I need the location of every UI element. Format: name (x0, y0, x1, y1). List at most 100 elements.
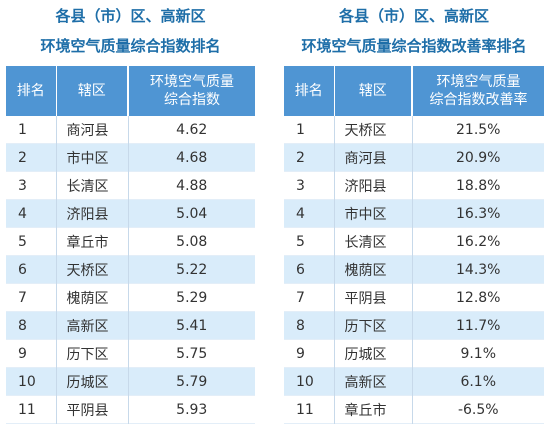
value-cell: 6.1% (412, 367, 544, 396)
district-cell: 市中区 (56, 143, 129, 172)
district-cell: 商河县 (334, 143, 413, 172)
rank-cell: 4 (6, 199, 57, 228)
rank-cell: 4 (284, 199, 335, 228)
district-cell: 平阴县 (334, 283, 413, 312)
district-cell: 历城区 (334, 339, 413, 368)
left-title-line2: 环境空气质量综合指数排名 (40, 37, 221, 55)
table-row: 7 槐荫区 5.29 (6, 283, 255, 312)
rank-cell: 6 (6, 255, 57, 284)
header-value-line1: 环境空气质量 (436, 74, 521, 90)
rank-cell: 9 (6, 339, 57, 368)
rank-cell: 8 (284, 311, 335, 340)
table-row: 9 历下区 5.75 (6, 339, 255, 368)
rank-cell: 8 (6, 311, 57, 340)
value-cell: 16.3% (412, 199, 544, 228)
improvement-ranking-body: 1 天桥区 21.5% 2 商河县 20.9% 3 济阳县 18.8% 4 市中区 16.3% 5 长清区… (284, 116, 544, 424)
table-row: 2 商河县 20.9% (284, 143, 544, 172)
table-row: 3 长清区 4.88 (6, 171, 255, 200)
value-cell: -6.5% (412, 395, 544, 424)
header-value-line1: 环境空气质量 (150, 74, 234, 90)
index-ranking-table: 排名 辖区 环境空气质量 综合指数 1 商河县 4.62 2 市中区 4.68 3 长清区 4.… (6, 66, 255, 424)
district-cell: 槐荫区 (334, 255, 413, 284)
district-cell: 历下区 (334, 311, 413, 340)
header-rank: 排名 (284, 66, 335, 116)
rank-cell: 2 (284, 143, 335, 172)
rank-cell: 5 (284, 227, 335, 256)
value-cell: 9.1% (412, 339, 544, 368)
district-cell: 章丘市 (334, 395, 413, 424)
table-row: 8 高新区 5.41 (6, 311, 255, 340)
table-row: 2 市中区 4.68 (6, 143, 255, 172)
value-cell: 5.29 (128, 283, 255, 312)
rank-cell: 6 (284, 255, 335, 284)
table-row: 8 历下区 11.7% (284, 311, 544, 340)
table-row: 3 济阳县 18.8% (284, 171, 544, 200)
district-cell: 天桥区 (56, 255, 129, 284)
table-row: 6 天桥区 5.22 (6, 255, 255, 284)
district-cell: 平阴县 (56, 395, 129, 424)
value-cell: 14.3% (412, 255, 544, 284)
table-row: 5 章丘市 5.08 (6, 227, 255, 256)
improvement-ranking-table: 排名 辖区 环境空气质量 综合指数改善率 1 天桥区 21.5% 2 商河县 20.9% 3… (284, 66, 544, 424)
rank-cell: 11 (6, 395, 57, 424)
header-value: 环境空气质量 综合指数改善率 (412, 66, 544, 116)
rank-cell: 1 (284, 116, 335, 144)
value-cell: 4.68 (128, 143, 255, 172)
district-cell: 市中区 (334, 199, 413, 228)
table-row: 4 济阳县 5.04 (6, 199, 255, 228)
value-cell: 18.8% (412, 171, 544, 200)
rank-cell: 10 (284, 367, 335, 396)
table-row: 9 历城区 9.1% (284, 339, 544, 368)
right-title-line1: 各县（市）区、高新区 (338, 7, 489, 25)
index-ranking-body: 1 商河县 4.62 2 市中区 4.68 3 长清区 4.88 4 济阳县 5.04 5 章丘市 5.08… (6, 116, 255, 424)
table-row: 5 长清区 16.2% (284, 227, 544, 256)
header-row: 排名 辖区 环境空气质量 综合指数 (6, 66, 255, 116)
value-cell: 5.75 (128, 339, 255, 368)
value-cell: 11.7% (412, 311, 544, 340)
value-cell: 20.9% (412, 143, 544, 172)
table-row: 11 平阴县 5.93 (6, 395, 255, 424)
header-value-line2: 综合指数 (164, 92, 220, 108)
district-cell: 历下区 (56, 339, 129, 368)
header-value-line2: 综合指数改善率 (429, 92, 528, 108)
district-cell: 长清区 (56, 171, 129, 200)
table-row: 10 高新区 6.1% (284, 367, 544, 396)
rank-cell: 10 (6, 367, 57, 396)
value-cell: 5.08 (128, 227, 255, 256)
value-cell: 16.2% (412, 227, 544, 256)
rank-cell: 1 (6, 116, 57, 144)
district-cell: 槐荫区 (56, 283, 129, 312)
table-row: 4 市中区 16.3% (284, 199, 544, 228)
table-row: 6 槐荫区 14.3% (284, 255, 544, 284)
district-cell: 章丘市 (56, 227, 129, 256)
value-cell: 12.8% (412, 283, 544, 312)
header-value: 环境空气质量 综合指数 (128, 66, 255, 116)
value-cell: 4.62 (128, 116, 255, 144)
value-cell: 4.88 (128, 171, 255, 200)
left-title-line1: 各县（市）区、高新区 (55, 7, 206, 25)
rank-cell: 3 (284, 171, 335, 200)
rank-cell: 11 (284, 395, 335, 424)
table-row: 11 章丘市 -6.5% (284, 395, 544, 424)
header-rank: 排名 (6, 66, 57, 116)
header-district: 辖区 (334, 66, 413, 116)
rank-cell: 5 (6, 227, 57, 256)
table-row: 7 平阴县 12.8% (284, 283, 544, 312)
rank-cell: 9 (284, 339, 335, 368)
district-cell: 高新区 (56, 311, 129, 340)
district-cell: 天桥区 (334, 116, 413, 144)
left-panel: 各县（市）区、高新区 环境空气质量综合指数排名 排名 辖区 环境空气质量 综合指… (6, 0, 255, 424)
district-cell: 长清区 (334, 227, 413, 256)
header-district: 辖区 (56, 66, 129, 116)
rank-cell: 2 (6, 143, 57, 172)
district-cell: 济阳县 (56, 199, 129, 228)
right-panel: 各县（市）区、高新区 环境空气质量综合指数改善率排名 排名 辖区 环境空气质量 … (284, 0, 544, 424)
table-row: 1 商河县 4.62 (6, 116, 255, 144)
value-cell: 5.22 (128, 255, 255, 284)
value-cell: 5.79 (128, 367, 255, 396)
rank-cell: 3 (6, 171, 57, 200)
district-cell: 商河县 (56, 116, 129, 144)
value-cell: 5.04 (128, 199, 255, 228)
rank-cell: 7 (284, 283, 335, 312)
district-cell: 历城区 (56, 367, 129, 396)
